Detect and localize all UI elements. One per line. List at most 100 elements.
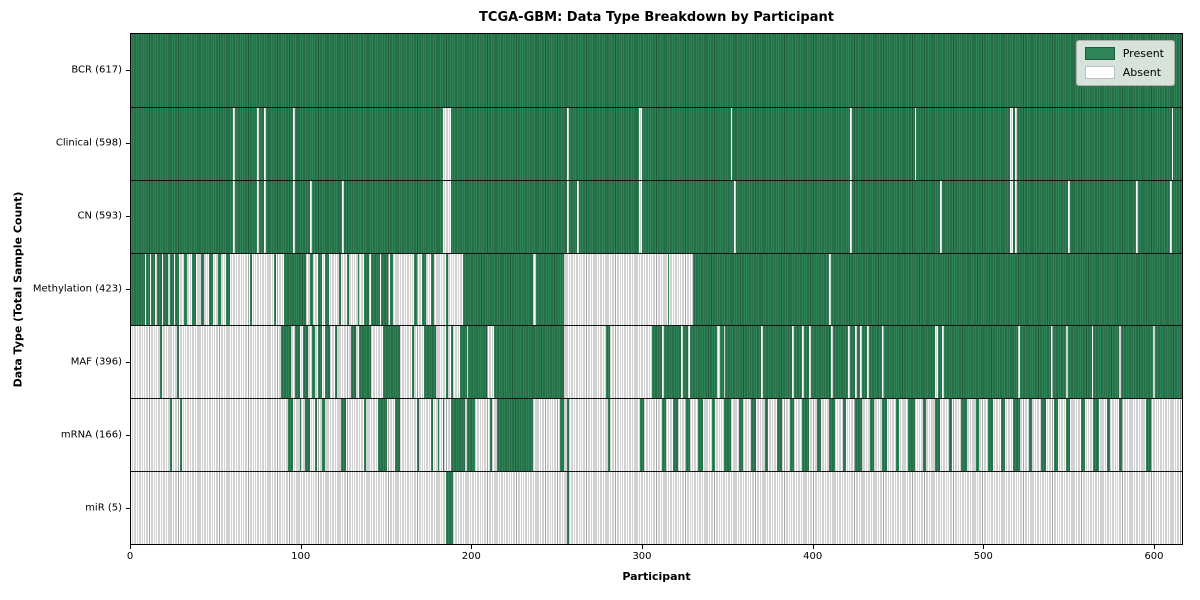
x-tick-mark (641, 545, 643, 549)
absent-swatch-icon (1084, 66, 1115, 79)
present-segment (325, 253, 329, 326)
present-segment (417, 399, 419, 472)
present-swatch-icon (1084, 47, 1115, 60)
present-segment (935, 399, 941, 472)
y-tick-mark (126, 435, 130, 437)
present-segment (1028, 399, 1033, 472)
present-segment (304, 399, 310, 472)
present-segment (131, 34, 1182, 107)
present-segment (975, 399, 980, 472)
absent-segment (233, 107, 235, 180)
absent-segment (849, 180, 852, 253)
present-segment (1052, 326, 1067, 399)
present-segment (1001, 399, 1005, 472)
present-segment (895, 399, 900, 472)
present-segment (156, 253, 162, 326)
absent-segment (309, 180, 312, 253)
x-tick-label-200: 200 (461, 551, 481, 562)
present-segment (810, 326, 832, 399)
absent-segment (1171, 107, 1174, 180)
present-segment (762, 326, 792, 399)
present-segment (314, 399, 317, 472)
present-segment (163, 253, 169, 326)
present-segment (948, 399, 953, 472)
present-segment (803, 326, 809, 399)
present-segment (882, 399, 888, 472)
present-segment (870, 399, 874, 472)
y-tick-mark (126, 362, 130, 364)
x-tick-mark (300, 545, 302, 549)
present-segment (459, 326, 467, 399)
absent-segment (233, 180, 235, 253)
present-segment (693, 253, 830, 326)
present-segment (364, 399, 367, 472)
present-segment (209, 253, 213, 326)
absent-segment (638, 107, 643, 180)
present-segment (350, 326, 356, 399)
present-segment (698, 399, 704, 472)
legend-item-present: Present (1084, 47, 1164, 60)
x-tick-label-600: 600 (1144, 551, 1164, 562)
present-segment (371, 253, 380, 326)
x-tick-mark (812, 545, 814, 549)
x-tick-label-400: 400 (803, 551, 823, 562)
present-segment (832, 326, 849, 399)
present-segment (829, 399, 835, 472)
present-segment (849, 326, 855, 399)
present-segment (861, 326, 867, 399)
present-segment (437, 399, 440, 472)
present-segment (318, 326, 322, 399)
y-tick-label-mir: miR (5) (85, 502, 122, 514)
present-segment (493, 326, 564, 399)
present-segment (1118, 399, 1123, 472)
legend-item-absent: Absent (1084, 66, 1164, 79)
absent-segment (263, 107, 266, 180)
present-segment (1093, 399, 1099, 472)
absent-segment (442, 180, 452, 253)
x-axis-label: Participant (622, 570, 691, 583)
present-segment (725, 326, 762, 399)
heatmap-row-bcr (131, 34, 1182, 107)
present-segment (170, 399, 172, 472)
present-segment (422, 253, 426, 326)
absent-segment (1009, 107, 1014, 180)
present-segment (311, 326, 315, 399)
absent-segment (1015, 107, 1017, 180)
x-tick-label-300: 300 (632, 551, 652, 562)
present-segment (868, 326, 883, 399)
present-segment (776, 399, 782, 472)
present-segment (413, 253, 418, 326)
present-segment (446, 472, 453, 544)
legend: Present Absent (1075, 40, 1175, 86)
x-tick-label-100: 100 (291, 551, 311, 562)
absent-segment (734, 180, 736, 253)
heatmap-row-mir (131, 471, 1182, 544)
absent-segment (567, 180, 569, 253)
present-segment (831, 253, 1182, 326)
present-segment (606, 326, 610, 399)
heatmap-row-cn (131, 179, 1182, 253)
present-segment (843, 399, 847, 472)
chart-title: TCGA-GBM: Data Type Breakdown by Partici… (479, 10, 834, 25)
present-segment (180, 399, 183, 472)
y-tick-mark (126, 508, 130, 510)
present-segment (536, 253, 564, 326)
present-segment (299, 399, 302, 472)
present-segment (200, 253, 205, 326)
present-segment (987, 399, 993, 472)
present-segment (711, 399, 716, 472)
present-segment (250, 253, 252, 326)
present-segment (183, 253, 188, 326)
present-segment (284, 253, 307, 326)
present-segment (567, 399, 569, 472)
present-segment (883, 326, 935, 399)
present-segment (395, 399, 401, 472)
absent-segment (342, 180, 344, 253)
present-segment (960, 399, 968, 472)
present-segment (280, 326, 292, 399)
y-tick-label-maf: MAF (396) (70, 356, 122, 368)
present-segment (1013, 399, 1021, 472)
present-segment (430, 399, 433, 472)
present-segment (720, 326, 724, 399)
present-segment (790, 399, 794, 472)
